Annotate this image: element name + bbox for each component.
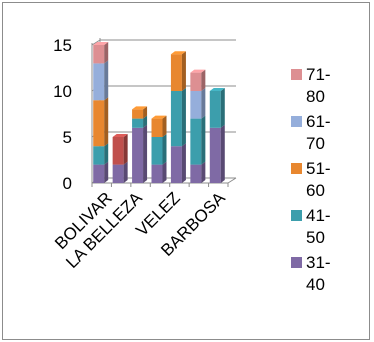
bar-segment-side — [104, 161, 109, 183]
bar-segment — [132, 118, 144, 128]
bar-segment-side — [220, 124, 225, 183]
bar-segment — [112, 164, 124, 183]
legend-label: 41- — [306, 206, 331, 225]
bar-segment — [190, 164, 202, 183]
y-tick-label: 10 — [53, 82, 72, 101]
bar-top — [132, 106, 148, 110]
chart-area — [2, 2, 370, 340]
bar-top — [112, 134, 128, 137]
bar-top — [170, 51, 186, 55]
bar-segment-side — [104, 60, 109, 101]
bar-segment-side — [143, 115, 148, 128]
legend-label-cont: 70 — [306, 134, 325, 153]
y-tick-label: 5 — [63, 128, 72, 147]
legend-label-cont: 50 — [306, 228, 325, 247]
legend-label: 31- — [306, 253, 331, 272]
bar-top — [151, 115, 167, 119]
bar-top — [190, 69, 206, 73]
legend-label: 51- — [306, 159, 331, 178]
bar-segment-side — [104, 143, 109, 165]
bar-segment-side — [162, 161, 167, 183]
bar-segment — [151, 118, 163, 137]
floor-edge-right — [227, 177, 237, 184]
legend-swatch — [291, 210, 302, 221]
bar-segment — [190, 72, 202, 91]
legend-swatch — [291, 116, 302, 127]
bar-segment — [93, 100, 105, 147]
bar-segment-side — [201, 115, 206, 165]
legend-label-cont: 80 — [306, 87, 325, 106]
bar-segment — [132, 109, 144, 119]
bar-segment — [190, 118, 202, 165]
bar-segment — [151, 137, 163, 165]
legend-label: 61- — [306, 112, 331, 131]
bar-segment — [93, 63, 105, 101]
bar-segment — [93, 146, 105, 165]
bar-segment-side — [201, 161, 206, 183]
legend-label-cont: 60 — [306, 181, 325, 200]
bar-segment-side — [104, 42, 109, 64]
bar-segment — [170, 54, 182, 91]
legend-label-cont: 40 — [306, 275, 325, 294]
bar-segment — [190, 91, 202, 119]
bar-segment-side — [220, 88, 225, 128]
bar-segment — [209, 91, 221, 128]
bar-segment — [170, 91, 182, 147]
bar-segment — [170, 146, 182, 183]
bar-segment-side — [181, 88, 186, 147]
y-tick-label: 0 — [63, 174, 72, 193]
y-tick-label: 15 — [53, 36, 72, 55]
bar-segment — [112, 137, 124, 165]
bar-segment-side — [123, 134, 128, 165]
bar-segment-side — [123, 161, 128, 183]
bar-segment-side — [162, 134, 167, 165]
bar-segment — [132, 127, 144, 183]
bar-segment — [93, 45, 105, 64]
bar-segment-side — [143, 124, 148, 183]
bar-segment-side — [104, 97, 109, 147]
bar-segment — [209, 127, 221, 183]
bar-segment-side — [162, 115, 167, 137]
bar-segment-side — [181, 143, 186, 183]
bar-segment-side — [181, 51, 186, 91]
bar-segment-side — [201, 88, 206, 119]
legend-swatch — [291, 163, 302, 174]
bar-top — [209, 88, 225, 91]
bar-segment — [151, 164, 163, 183]
gridline-side-15 — [91, 39, 101, 46]
legend-swatch — [291, 69, 302, 80]
bar-top — [93, 42, 109, 45]
legend-swatch — [291, 257, 302, 268]
bar-segment-side — [201, 69, 206, 91]
bar-segment-side — [143, 106, 148, 119]
bar-segment — [93, 164, 105, 183]
legend-label: 71- — [306, 65, 331, 84]
